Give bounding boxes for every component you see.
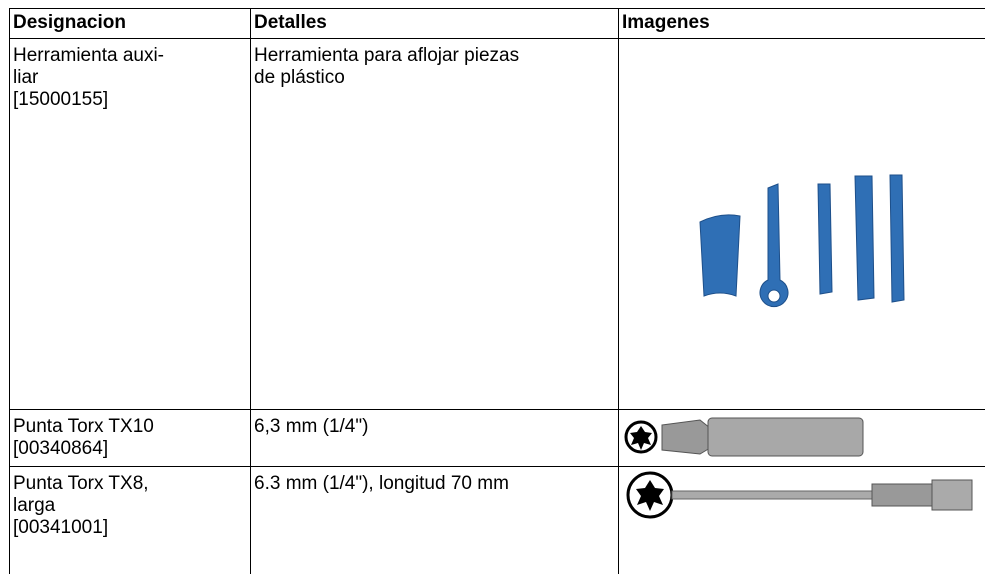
header-cell: Detalles [254, 12, 327, 33]
cell-text: de plástico [254, 67, 345, 88]
trim-tools [699, 174, 905, 308]
torx-bit [624, 417, 864, 457]
cell-text: larga [13, 495, 56, 516]
rule [9, 8, 10, 574]
cell-text: Punta Torx TX8, [13, 473, 149, 494]
rule [618, 8, 619, 574]
cell-text: Punta Torx TX10 [13, 416, 154, 437]
cell-text: liar [13, 67, 39, 88]
cell-text: Herramienta auxi- [13, 45, 164, 66]
cell-text: Herramienta para aflojar piezas [254, 45, 520, 66]
cell-text: 6.3 mm (1/4"), longitud 70 mm [254, 473, 509, 494]
rule [9, 8, 985, 9]
rule [9, 409, 985, 410]
rule [9, 466, 985, 467]
header-cell: Designacion [13, 12, 126, 33]
rule [250, 8, 251, 574]
cell-text: 6,3 mm (1/4") [254, 416, 369, 437]
cell-text: [00341001] [13, 517, 109, 538]
header-cell: Imagenes [622, 12, 710, 33]
cell-text: [00340864] [13, 438, 109, 459]
long-torx-bit [626, 471, 973, 519]
cell-text: [15000155] [13, 89, 109, 110]
rule [9, 38, 985, 39]
